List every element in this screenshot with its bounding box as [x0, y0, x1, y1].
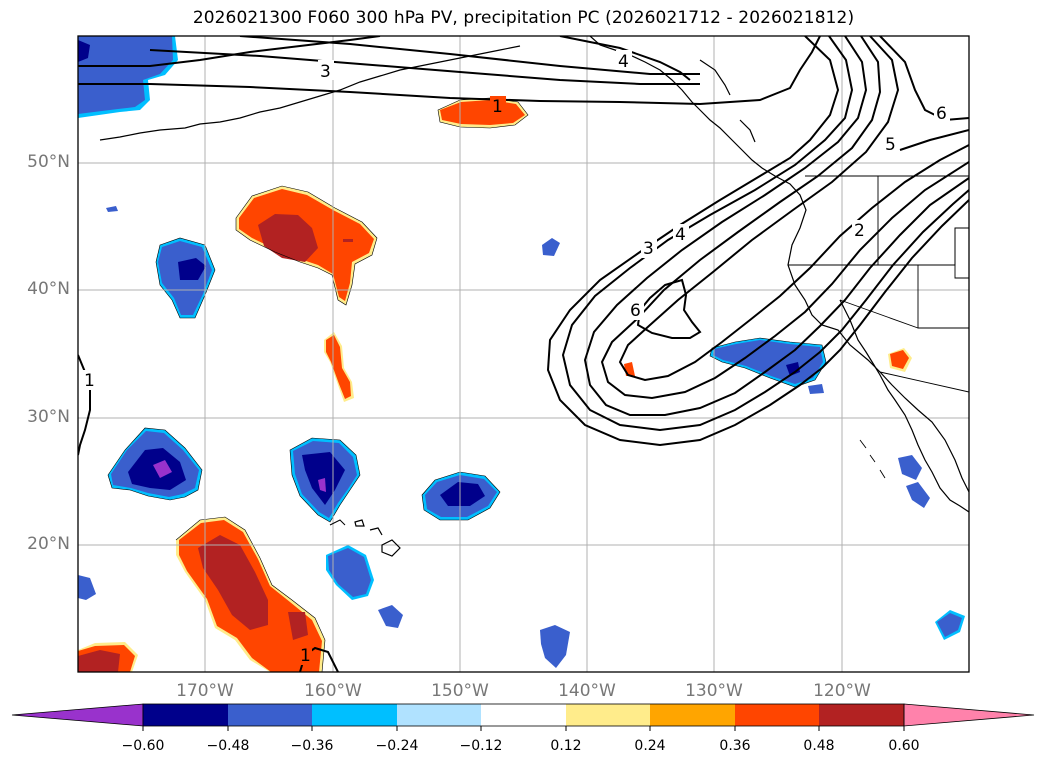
precip-blob — [178, 258, 206, 280]
precip-blob — [288, 612, 308, 640]
contour-labels: 3 4 1 6 5 3 4 6 2 1 1 — [82, 50, 950, 666]
lat-label: 50°N — [27, 152, 70, 172]
precip-blob — [343, 239, 353, 242]
precip-blob — [78, 575, 96, 600]
contour-label: 1 — [84, 371, 95, 391]
colorbar-segment — [566, 704, 650, 726]
precip-blob — [198, 535, 268, 630]
colorbar-tick-label: −0.48 — [206, 738, 250, 754]
colorbar-tick-label: 0.36 — [719, 738, 751, 754]
colorbar-segment — [228, 704, 312, 726]
colorbar-segment — [650, 704, 735, 726]
colorbar-tick-label: 0.60 — [888, 738, 920, 754]
colorbar-segment — [481, 704, 566, 726]
colorbar-segment — [735, 704, 819, 726]
lon-label: 140°W — [558, 681, 616, 701]
map-title: 2026021300 F060 300 hPa PV, precipitatio… — [192, 8, 855, 28]
lat-label: 30°N — [27, 407, 70, 427]
map-plot-area: 3 4 1 6 5 3 4 6 2 1 1 — [78, 36, 969, 672]
contour-label: 3 — [643, 239, 654, 259]
precip-blob — [890, 350, 909, 369]
precip-blob — [378, 605, 403, 628]
precip-blob — [624, 362, 635, 376]
contour-label: 2 — [854, 221, 865, 241]
contour-label: 4 — [675, 225, 686, 245]
contour-label: 1 — [492, 97, 503, 117]
colorbar-segment — [312, 704, 397, 726]
precip-blob — [153, 460, 172, 478]
contour-label: 6 — [936, 104, 947, 124]
colorbar-tick-label: −0.12 — [459, 738, 503, 754]
precip-positive-shading — [78, 98, 912, 672]
colorbar-tick-label: −0.36 — [290, 738, 334, 754]
lon-label: 160°W — [304, 681, 362, 701]
precip-blob — [78, 650, 120, 672]
colorbar-segment — [819, 704, 904, 726]
precip-blob — [106, 206, 118, 212]
precip-negative-shading — [78, 36, 965, 668]
precip-blob — [440, 482, 485, 506]
lon-label: 170°W — [176, 681, 234, 701]
contour-label: 1 — [300, 646, 311, 666]
colorbar-tick-label: −0.60 — [121, 738, 165, 754]
lon-label: 120°W — [813, 681, 871, 701]
precip-blob — [937, 613, 962, 637]
precip-blob — [258, 214, 318, 262]
pv-contours — [78, 36, 969, 672]
contour-label: 6 — [630, 301, 641, 321]
colorbar-tick-label: 0.24 — [634, 738, 666, 754]
colorbar-segment — [397, 704, 481, 726]
map-frame — [77, 35, 970, 673]
precip-blob — [78, 36, 173, 114]
contour-label: 4 — [618, 52, 629, 72]
lon-label: 150°W — [431, 681, 489, 701]
precip-blob — [326, 335, 351, 399]
colorbar-tick-label: 0.48 — [803, 738, 835, 754]
colorbar — [11, 703, 1035, 731]
coastlines — [99, 36, 969, 557]
lat-label: 20°N — [27, 534, 70, 554]
precip-blob — [318, 478, 326, 492]
precip-blob — [328, 548, 371, 597]
colorbar-tick-label: 0.12 — [550, 738, 582, 754]
precip-blob — [786, 362, 800, 376]
lon-label: 130°W — [685, 681, 743, 701]
colorbar-max-extend — [903, 703, 1035, 727]
lat-label: 40°N — [27, 279, 70, 299]
colorbar-min-extend — [11, 703, 144, 727]
colorbar-segment — [143, 704, 228, 726]
precip-blob — [540, 625, 570, 668]
precip-blob — [542, 238, 560, 256]
contour-label: 5 — [885, 135, 896, 155]
precip-blob — [898, 455, 922, 480]
colorbar-tick-label: −0.24 — [375, 738, 419, 754]
contour-label: 3 — [320, 62, 331, 82]
map-gridlines — [78, 36, 969, 672]
precip-blob — [906, 482, 930, 508]
precip-blob — [808, 384, 824, 394]
precip-outlines — [107, 97, 827, 672]
precip-blob — [78, 40, 90, 62]
